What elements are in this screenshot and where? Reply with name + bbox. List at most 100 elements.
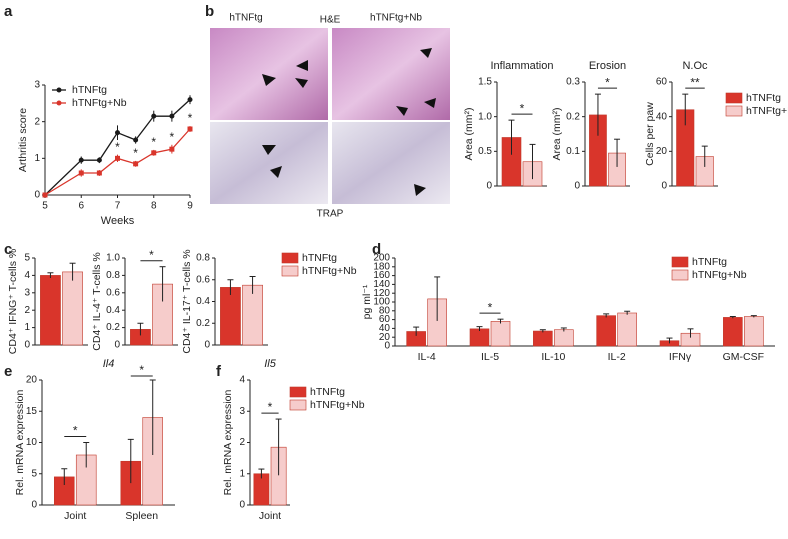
y-tick-label: 0 — [239, 500, 245, 511]
y-tick-label: 0.6 — [196, 274, 210, 285]
bar — [596, 315, 616, 347]
legend-label: hTNFtg+Nb — [692, 269, 747, 281]
legend-swatch — [289, 399, 307, 411]
y-axis-label: CD4⁺ IFNG⁺ T-cells % — [7, 249, 19, 354]
y-tick-label: 1 — [24, 322, 30, 333]
x-tick-label: IL-4 — [418, 351, 436, 363]
y-tick-label: 0 — [34, 190, 40, 201]
y-tick-label: 3 — [24, 287, 30, 298]
x-tick-label: IL-2 — [608, 351, 626, 363]
y-axis-label: Arthritis score — [17, 108, 29, 172]
bar — [242, 284, 263, 346]
arrows — [262, 48, 436, 196]
y-tick-label: 2 — [239, 437, 245, 448]
y-tick-label: 1.5 — [478, 77, 492, 88]
point — [151, 113, 157, 119]
point — [115, 130, 120, 136]
y-tick-label: 0.8 — [106, 270, 120, 281]
x-tick-label: IFNγ — [669, 351, 692, 363]
y-tick-label: 120 — [373, 288, 390, 299]
legend-label: hTNFtg — [302, 252, 337, 264]
significance: * — [151, 135, 156, 149]
point — [96, 170, 102, 176]
y-axis-label: Area (mm²) — [463, 107, 475, 160]
y-tick-label: 0.3 — [566, 77, 580, 88]
legend-label: hTNFtg+Nb — [302, 265, 357, 277]
x-axis-label: Weeks — [101, 215, 135, 227]
significance: * — [520, 101, 525, 115]
legend-swatch — [671, 256, 689, 268]
point — [42, 192, 48, 198]
y-tick-label: 180 — [373, 261, 390, 272]
image-label: hTNFtg — [229, 13, 262, 24]
significance: * — [115, 140, 120, 154]
y-tick-label: 160 — [373, 270, 390, 281]
point — [169, 146, 175, 152]
y-tick-label: 0 — [486, 181, 492, 192]
y-tick-label: 5 — [24, 253, 30, 264]
y-tick-label: 1.0 — [106, 253, 120, 264]
x-tick-label: GM-CSF — [723, 351, 764, 363]
legend-swatch — [281, 252, 299, 264]
x-tick-label: Joint — [259, 510, 281, 522]
y-tick-label: 100 — [373, 297, 390, 308]
bar — [469, 328, 490, 347]
y-tick-label: 40 — [379, 323, 391, 334]
point — [151, 150, 157, 156]
legend-label: hTNFtg+Nb — [310, 399, 365, 411]
panel-label: b — [205, 3, 214, 20]
histology-images: hTNFtg H&E hTNFtg+Nb TRAP — [210, 13, 450, 220]
series-line — [44, 128, 191, 196]
image-label: hTNFtg+Nb — [370, 13, 422, 24]
x-tick-label: 5 — [42, 201, 48, 212]
bar — [220, 287, 241, 346]
x-tick-label: IL-5 — [481, 351, 499, 363]
y-tick-label: 1 — [239, 468, 245, 479]
y-tick-label: 60 — [656, 77, 668, 88]
y-tick-label: 0 — [204, 340, 210, 351]
panel-label: f — [216, 363, 222, 380]
y-axis-label: Area (mm²) — [551, 107, 563, 160]
y-axis-label: Rel. mRNA expression — [222, 390, 234, 496]
y-tick-label: 60 — [379, 314, 391, 325]
y-tick-label: 0.2 — [566, 111, 580, 122]
legend-label: hTNFtg — [692, 256, 727, 268]
panel-label: d — [372, 241, 381, 258]
image-label: TRAP — [317, 209, 344, 220]
y-tick-label: 10 — [26, 437, 38, 448]
y-tick-label: 80 — [379, 305, 391, 316]
y-tick-label: 1.0 — [478, 111, 492, 122]
y-axis-label: CD4⁺ IL-4⁺ T-cells % — [91, 252, 103, 350]
y-tick-label: 2 — [34, 116, 40, 127]
chart-title: Il4 — [103, 358, 115, 370]
chart-title: Il5 — [264, 358, 277, 370]
bar — [744, 316, 764, 347]
y-tick-label: 20 — [379, 332, 391, 343]
point — [96, 157, 102, 163]
panel-label: c — [4, 241, 12, 258]
legend-marker — [56, 87, 62, 93]
y-tick-label: 4 — [24, 270, 30, 281]
legend-swatch — [281, 265, 299, 277]
point — [78, 157, 84, 163]
x-tick-label: 8 — [151, 201, 157, 212]
significance: * — [188, 111, 193, 125]
y-axis-label: Rel. mRNA expression — [14, 390, 26, 496]
bar — [617, 312, 637, 347]
y-tick-label: 1 — [34, 153, 40, 164]
legend-marker — [56, 100, 62, 106]
y-tick-label: 0 — [574, 181, 580, 192]
significance: * — [605, 75, 610, 89]
y-tick-label: 0.6 — [106, 287, 120, 298]
significance: * — [139, 363, 144, 377]
y-axis-label: pg ml⁻¹ — [361, 284, 373, 319]
legend-swatch — [671, 269, 689, 281]
x-tick-label: Joint — [64, 510, 86, 522]
y-tick-label: 0.8 — [196, 253, 210, 264]
y-tick-label: 0.4 — [196, 296, 210, 307]
y-tick-label: 0 — [31, 500, 37, 511]
image-label: H&E — [320, 15, 341, 26]
image-he-tnf — [210, 28, 328, 120]
